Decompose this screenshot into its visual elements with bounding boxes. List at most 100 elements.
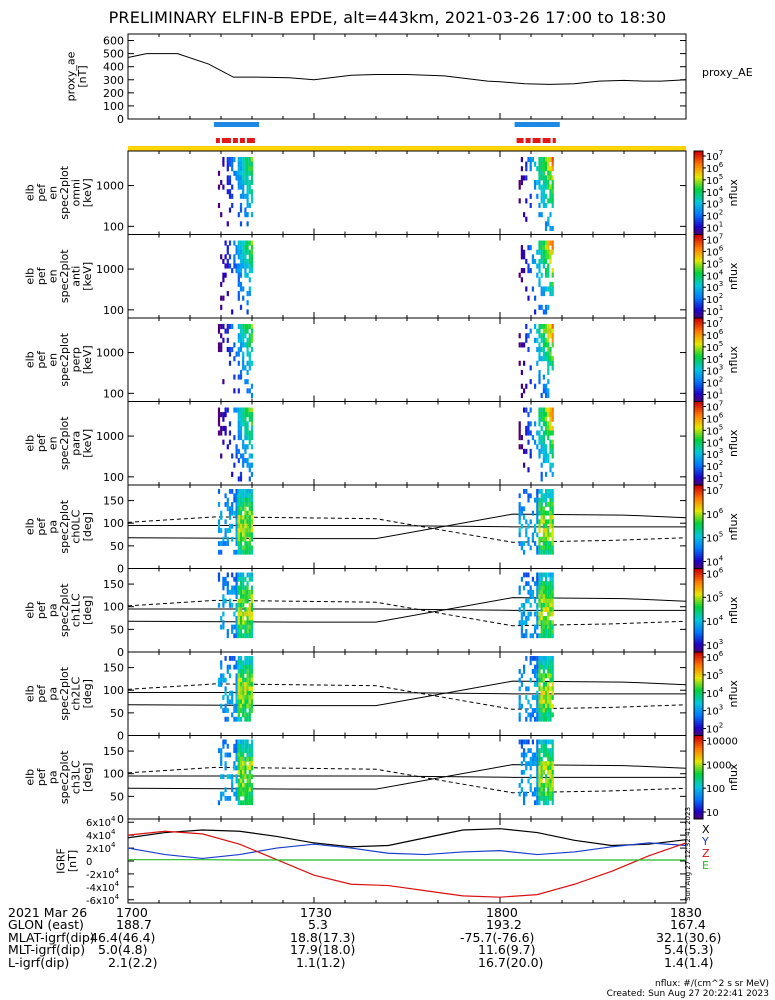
colorbar-cell (694, 334, 703, 338)
spectrogram-pixel (217, 407, 221, 413)
colorbar-cell (694, 720, 703, 724)
spectrogram-pixel (226, 249, 229, 255)
spectrogram-pixel (250, 589, 254, 595)
colorbar-cell (694, 401, 703, 405)
spectrogram-pixel (547, 791, 550, 797)
spectrogram-pixel (549, 515, 552, 520)
spectrogram-pixel (246, 493, 249, 499)
spectrogram-pixel (237, 166, 240, 172)
spectrogram-pixel (242, 615, 245, 621)
spectrogram-pixel (220, 346, 223, 353)
colorbar-cell (694, 593, 703, 597)
spectrogram-pixel (228, 161, 232, 167)
spectrogram-pixel (250, 515, 254, 520)
spectrogram-pixel (244, 703, 247, 709)
colorbar-cell (694, 399, 703, 402)
colorbar-cell (694, 182, 703, 185)
colorbar-label: 104 (706, 268, 724, 282)
spectrogram-pixel (551, 489, 554, 494)
spectrogram-pixel (250, 664, 254, 670)
spectrogram-pixel (250, 800, 254, 806)
colorbar-cell (694, 480, 703, 484)
spectrogram-pixel (239, 660, 243, 666)
spectrogram-pixel (551, 245, 554, 251)
spectrogram-pixel (542, 374, 545, 380)
spectrogram-pixel (538, 258, 541, 264)
igrf-line-z (127, 830, 687, 898)
spectrogram-pixel (538, 620, 541, 626)
spectrogram-pixel (226, 179, 229, 186)
time-tick-1830: 1830 (670, 905, 702, 920)
colorbar-cell (694, 297, 703, 300)
proxy-ae-frame (127, 33, 687, 120)
spectrogram-pixel (231, 656, 234, 661)
spectrogram-pixel (542, 328, 545, 334)
spectrogram-pixel (520, 743, 523, 749)
spectrogram-pixel (547, 369, 550, 376)
spectrogram-pixel (545, 716, 548, 722)
spectrogram-pixel (520, 506, 523, 512)
panel-ylabel-para: spec2plot (58, 416, 71, 470)
spectrogram-pixel (549, 633, 552, 639)
spectrogram-pixel (545, 249, 548, 255)
spectrogram-pixel (547, 489, 550, 494)
spectrogram-pixel (248, 669, 251, 674)
spectrogram-pixel (518, 703, 521, 709)
spectrogram-pixel (248, 615, 251, 621)
spectrogram-pixel (538, 656, 541, 661)
colorbar-cell (694, 758, 703, 762)
spectrogram-pixel (547, 795, 550, 801)
spectrogram-pixel (248, 202, 251, 209)
spectrogram-pixel (551, 515, 554, 520)
colorbar-cell (694, 386, 703, 390)
spectrogram-pixel (529, 677, 532, 683)
spectrogram-pixel (228, 351, 232, 357)
spectrogram-pixel (534, 624, 537, 630)
spectrogram-pixel (248, 351, 251, 357)
spectrogram-pixel (246, 170, 249, 176)
spectrogram-pixel (237, 412, 240, 418)
colorbar-cell (694, 522, 703, 526)
spectrogram-pixel (525, 739, 528, 745)
spectrogram-pixel (244, 791, 247, 797)
spectrogram-pixel (220, 795, 223, 801)
spectrogram-pixel (525, 166, 528, 172)
spectrogram-pixel (529, 765, 532, 771)
spectrogram-pixel (547, 157, 550, 163)
spectrogram-pixel (244, 699, 247, 705)
spectrogram-pixel (248, 594, 251, 600)
spectrogram-pixel (536, 607, 539, 613)
spectrogram-pixel (547, 752, 550, 758)
colorbar-cell (694, 670, 703, 674)
colorbar-label: 101 (706, 388, 723, 402)
spectrogram-pixel (248, 502, 251, 507)
spectrogram-pixel (525, 175, 528, 181)
spectrogram-pixel (542, 598, 545, 604)
spectrogram-pixel (248, 791, 251, 797)
colorbar-cell (694, 305, 703, 309)
spectrogram-pixel (525, 161, 528, 167)
glon-value: 5.3 (308, 917, 328, 933)
spectrogram-pixel (248, 161, 251, 167)
colorbar-cell (694, 543, 703, 547)
colorbar-unit: nflux (727, 513, 740, 541)
colorbar-cell (694, 190, 703, 194)
spectrogram-pixel (540, 660, 543, 666)
spectrogram-pixel (545, 528, 548, 533)
spectrogram-pixel (529, 157, 532, 163)
panel-ylabel-para: [keV] (81, 429, 94, 458)
spectrogram-pixel (545, 695, 548, 700)
spectrogram-pixel (520, 615, 523, 621)
colorbar-cell (694, 311, 703, 315)
spectrogram-pixel (518, 669, 521, 674)
spectrogram-pixel (525, 448, 528, 454)
spectrogram-pixel (235, 497, 238, 503)
spectrogram-pixel (542, 245, 545, 251)
spectrogram-pixel (545, 175, 548, 181)
spectrogram-pixel (551, 791, 554, 797)
spectrogram-pixel (244, 412, 247, 418)
spectrogram-pixel (242, 342, 245, 348)
colorbar-cell (694, 505, 703, 509)
spectrogram-pixel (226, 708, 229, 713)
spectrogram-pixel (529, 421, 532, 427)
